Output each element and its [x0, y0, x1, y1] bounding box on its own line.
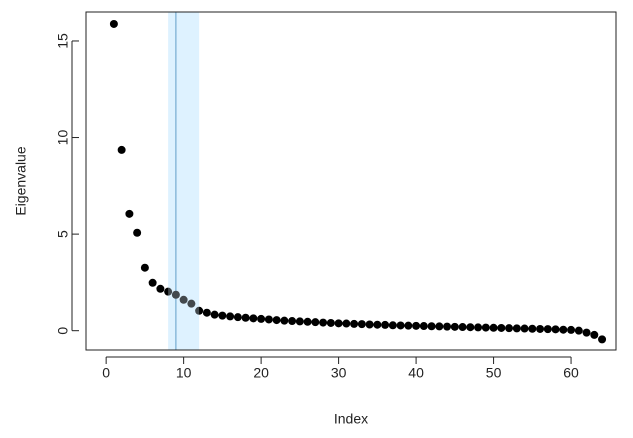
point [288, 317, 297, 326]
plot-frame [85, 11, 617, 351]
point [117, 145, 126, 154]
point [109, 19, 118, 28]
point [202, 308, 211, 317]
point [435, 322, 444, 331]
point [559, 325, 568, 334]
y-axis-title: Eigenvalue [13, 146, 29, 215]
point [295, 317, 304, 326]
point [520, 324, 529, 333]
point [280, 316, 289, 325]
point [241, 313, 250, 322]
point [373, 320, 382, 329]
x-tick-label: 10 [176, 365, 192, 381]
point [466, 323, 475, 332]
point [311, 318, 320, 327]
point [233, 313, 242, 322]
point [474, 323, 483, 332]
y-tick-label: 5 [55, 230, 71, 238]
point [257, 314, 266, 323]
point [404, 321, 413, 330]
point [187, 299, 196, 308]
point [419, 322, 428, 331]
point [326, 318, 335, 327]
point [195, 306, 204, 315]
point [497, 323, 506, 332]
point [582, 328, 591, 337]
point [396, 321, 405, 330]
point [528, 324, 537, 333]
y-tick-label: 0 [55, 327, 71, 335]
point [319, 318, 328, 327]
point [450, 322, 459, 331]
point [543, 325, 552, 334]
x-tick-label: 40 [408, 365, 424, 381]
point [365, 320, 374, 329]
point [171, 290, 180, 299]
point [412, 321, 421, 330]
point [427, 322, 436, 331]
point [148, 278, 157, 287]
x-tick-label: 60 [563, 365, 579, 381]
point [179, 295, 188, 304]
point [133, 228, 142, 237]
point [249, 314, 258, 323]
point [551, 325, 560, 334]
point [512, 324, 521, 333]
x-tick-label: 30 [331, 365, 347, 381]
x-axis-title: Index [334, 411, 368, 427]
point [574, 326, 583, 335]
point [264, 315, 273, 324]
point [388, 321, 397, 330]
band-overlay [168, 12, 200, 350]
point [350, 319, 359, 328]
point [505, 324, 514, 333]
x-tick-label: 50 [486, 365, 502, 381]
point [156, 284, 165, 293]
point [272, 316, 281, 325]
point [334, 319, 343, 328]
point [357, 320, 366, 329]
y-tick-label: 15 [55, 33, 71, 49]
point [125, 209, 134, 218]
point [218, 311, 227, 320]
point [210, 310, 219, 319]
point [342, 319, 351, 328]
point [140, 263, 149, 272]
point [489, 323, 498, 332]
point [598, 335, 607, 344]
point [481, 323, 490, 332]
point [536, 324, 545, 333]
y-tick-label: 10 [55, 130, 71, 146]
x-tick-label: 20 [253, 365, 269, 381]
point [443, 322, 452, 331]
point [303, 317, 312, 326]
point [381, 320, 390, 329]
x-tick-label: 0 [102, 365, 110, 381]
point [226, 312, 235, 321]
point [164, 287, 173, 296]
point [590, 330, 599, 339]
point [567, 325, 576, 334]
point [458, 323, 467, 332]
